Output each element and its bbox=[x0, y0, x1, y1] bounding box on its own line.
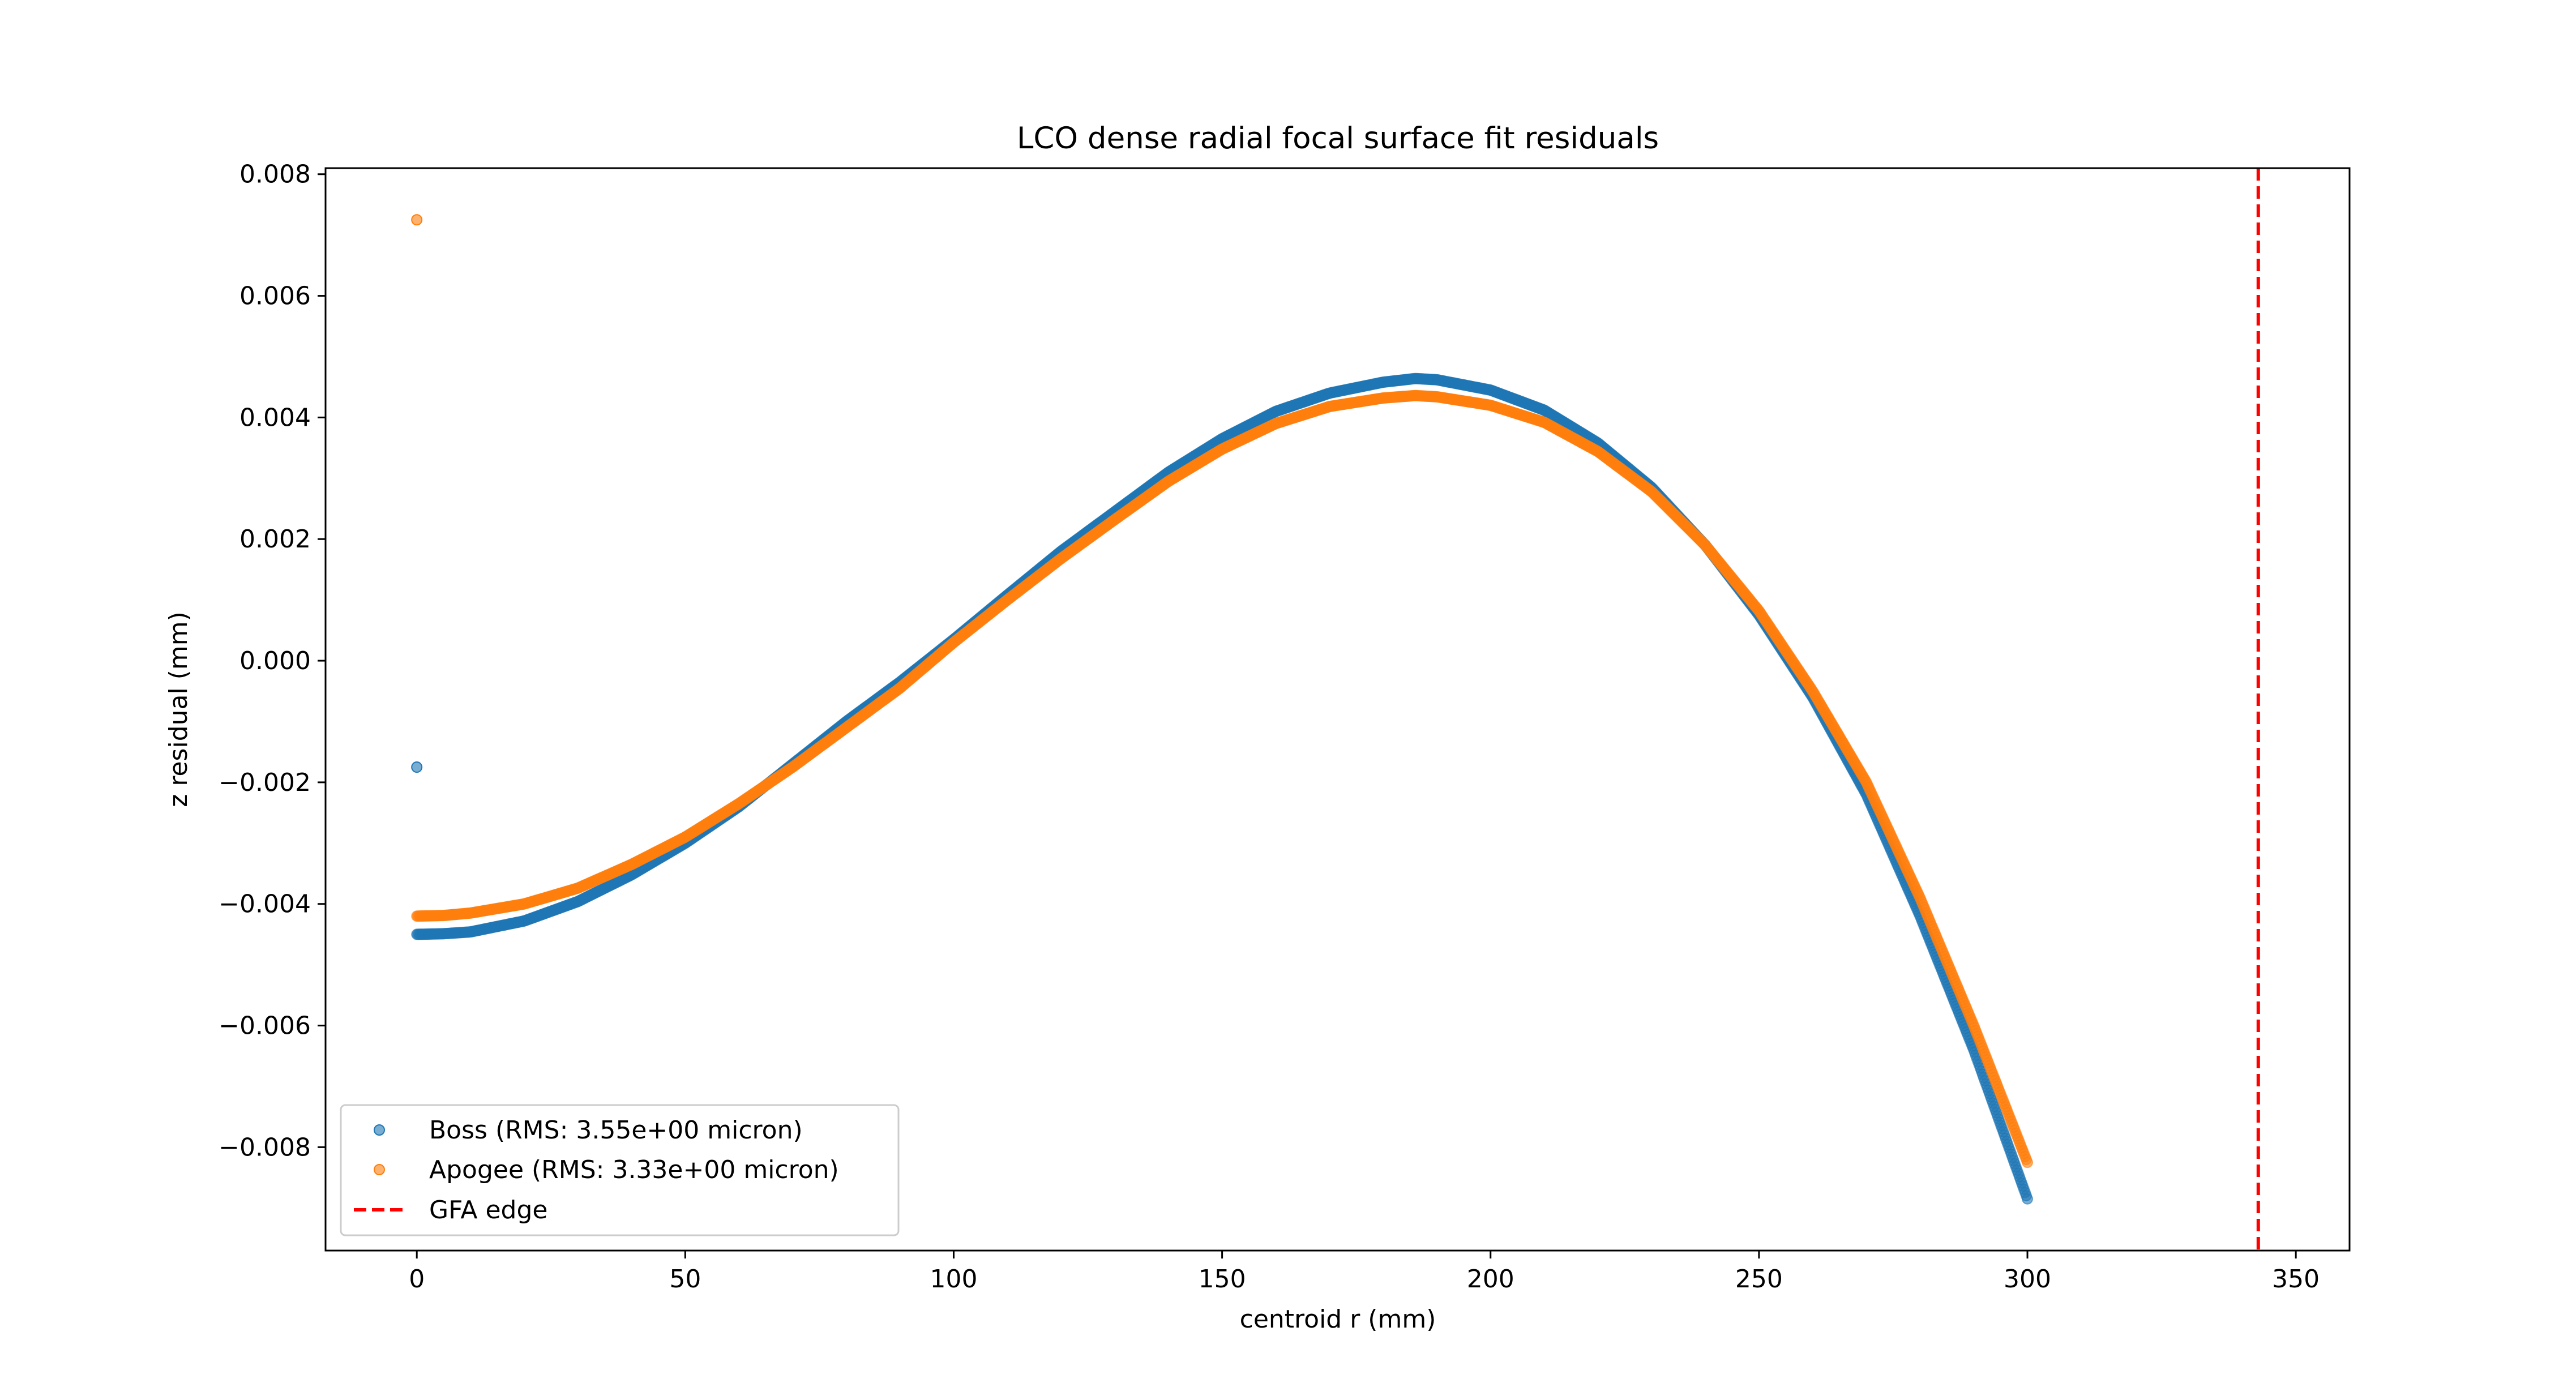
outlier-point bbox=[411, 761, 423, 773]
legend-box bbox=[340, 1104, 900, 1236]
y-tick-label: −0.006 bbox=[219, 1012, 311, 1041]
plot-background bbox=[326, 168, 2350, 1251]
y-tick-label: 0.000 bbox=[239, 647, 311, 675]
legend-label-apogee: Apogee (RMS: 3.33e+00 micron) bbox=[429, 1155, 839, 1184]
outlier-point bbox=[411, 214, 423, 226]
chart-title: LCO dense radial focal surface fit resid… bbox=[1017, 121, 1659, 156]
x-tick-label: 300 bbox=[2004, 1265, 2051, 1294]
y-tick-label: −0.004 bbox=[219, 890, 311, 919]
y-tick-label: 0.008 bbox=[239, 160, 311, 189]
series-apogee bbox=[411, 389, 2033, 1168]
x-tick-label: 150 bbox=[1199, 1265, 1246, 1294]
x-axis-ticks: 0 50 100 150 200 250 300 350 bbox=[409, 1251, 2320, 1294]
y-axis-ticks: −0.008 −0.006 −0.004 −0.002 0.000 0.002 0.004 0… bbox=[219, 160, 326, 1162]
legend-marker-boss bbox=[374, 1124, 385, 1136]
legend: Boss (RMS: 3.55e+00 micron) Apogee (RMS:… bbox=[340, 1104, 900, 1236]
x-tick-label: 350 bbox=[2272, 1265, 2320, 1294]
x-axis-label: centroid r (mm) bbox=[1240, 1305, 1436, 1334]
y-tick-label: 0.004 bbox=[239, 403, 311, 432]
x-tick-label: 50 bbox=[669, 1265, 701, 1294]
y-tick-label: 0.006 bbox=[239, 282, 311, 311]
y-tick-label: 0.002 bbox=[239, 525, 311, 554]
x-tick-label: 0 bbox=[409, 1265, 425, 1294]
data-point bbox=[2022, 1157, 2033, 1168]
x-tick-label: 100 bbox=[930, 1265, 977, 1294]
x-tick-label: 250 bbox=[1735, 1265, 1783, 1294]
plot-area bbox=[324, 167, 2351, 1252]
legend-label-gfa-edge: GFA edge bbox=[429, 1196, 547, 1225]
data-point bbox=[2022, 1193, 2033, 1205]
series-layer bbox=[411, 214, 2033, 1205]
legend-marker-apogee bbox=[374, 1164, 385, 1175]
plot-frame bbox=[324, 167, 2351, 1252]
y-axis-label: z residual (mm) bbox=[164, 611, 193, 807]
y-tick-label: −0.008 bbox=[219, 1133, 311, 1162]
legend-label-boss: Boss (RMS: 3.55e+00 micron) bbox=[429, 1116, 803, 1145]
y-tick-label: −0.002 bbox=[219, 768, 311, 797]
x-tick-label: 200 bbox=[1467, 1265, 1514, 1294]
